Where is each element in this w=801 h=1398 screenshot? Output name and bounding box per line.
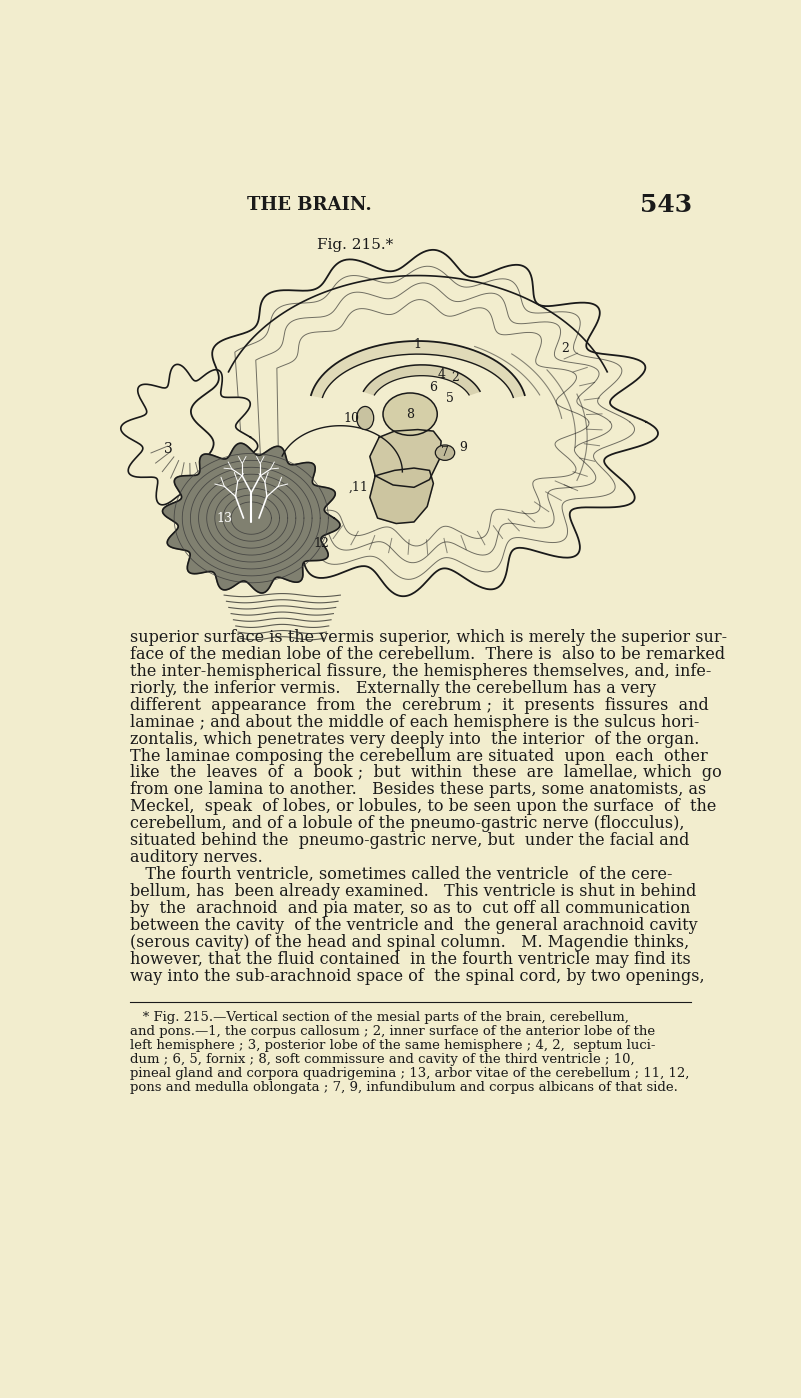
Text: superior surface is the vermis superior, which is merely the superior sur-: superior surface is the vermis superior,… [130,629,727,646]
Text: Fig. 215.*: Fig. 215.* [317,238,393,252]
Text: 10: 10 [343,411,359,425]
Polygon shape [364,365,480,394]
Text: from one lamina to another.   Besides these parts, some anatomists, as: from one lamina to another. Besides thes… [130,781,706,798]
Polygon shape [370,468,433,523]
Text: however, that the fluid contained  in the fourth ventricle may find its: however, that the fluid contained in the… [130,951,690,967]
Text: situated behind the  pneumo-gastric nerve, but  under the facial and: situated behind the pneumo-gastric nerve… [130,832,689,849]
Text: 2: 2 [451,370,459,383]
Text: 5: 5 [446,393,454,405]
Text: zontalis, which penetrates very deeply into  the interior  of the organ.: zontalis, which penetrates very deeply i… [130,731,699,748]
Ellipse shape [383,393,437,435]
Text: like  the  leaves  of  a  book ;  but  within  these  are  lamellae, which  go: like the leaves of a book ; but within t… [130,765,722,781]
Polygon shape [311,341,525,397]
Text: face of the median lobe of the cerebellum.  There is  also to be remarked: face of the median lobe of the cerebellu… [130,646,725,663]
Ellipse shape [356,407,374,429]
Text: The fourth ventricle, sometimes called the ventricle  of the cere-: The fourth ventricle, sometimes called t… [130,867,672,884]
Text: 1: 1 [414,338,422,351]
Text: 13: 13 [216,512,232,524]
Text: auditory nerves.: auditory nerves. [130,849,262,867]
Text: 3: 3 [164,442,173,456]
Text: * Fig. 215.—Vertical section of the mesial parts of the brain, cerebellum,: * Fig. 215.—Vertical section of the mesi… [130,1011,629,1025]
Text: 4: 4 [437,368,445,380]
Text: The laminae composing the cerebellum are situated  upon  each  other: The laminae composing the cerebellum are… [130,748,707,765]
Text: ,11: ,11 [348,481,368,493]
Text: and pons.—1, the corpus callosum ; 2, inner surface of the anterior lobe of the: and pons.—1, the corpus callosum ; 2, in… [130,1025,654,1039]
Polygon shape [163,443,340,593]
Text: 8: 8 [406,408,414,421]
Text: bellum, has  been already examined.   This ventricle is shut in behind: bellum, has been already examined. This … [130,884,696,900]
Text: THE BRAIN.: THE BRAIN. [247,196,372,214]
Text: 2: 2 [562,343,569,355]
Text: the inter-hemispherical fissure, the hemispheres themselves, and, infe-: the inter-hemispherical fissure, the hem… [130,663,711,679]
Ellipse shape [435,445,455,460]
Text: between the cavity  of the ventricle and  the general arachnoid cavity: between the cavity of the ventricle and … [130,917,697,934]
Text: different  appearance  from  the  cerebrum ;  it  presents  fissures  and: different appearance from the cerebrum ;… [130,696,708,714]
Text: pineal gland and corpora quadrigemina ; 13, arbor vitae of the cerebellum ; 11, : pineal gland and corpora quadrigemina ; … [130,1067,689,1079]
Text: 543: 543 [640,193,692,217]
Text: cerebellum, and of a lobule of the pneumo-gastric nerve (flocculus),: cerebellum, and of a lobule of the pneum… [130,815,684,832]
Text: Meckel,  speak  of lobes, or lobules, to be seen upon the surface  of  the: Meckel, speak of lobes, or lobules, to b… [130,798,716,815]
Polygon shape [370,429,441,488]
Text: left hemisphere ; 3, posterior lobe of the same hemisphere ; 4, 2,  septum luci-: left hemisphere ; 3, posterior lobe of t… [130,1039,655,1053]
Text: way into the sub-arachnoid space of  the spinal cord, by two openings,: way into the sub-arachnoid space of the … [130,967,704,984]
Text: 12: 12 [313,537,329,549]
Polygon shape [191,250,658,596]
Text: by  the  arachnoid  and pia mater, so as to  cut off all communication: by the arachnoid and pia mater, so as to… [130,900,690,917]
Text: 9: 9 [459,440,467,454]
Text: laminae ; and about the middle of each hemisphere is the sulcus hori-: laminae ; and about the middle of each h… [130,713,699,731]
Text: (serous cavity) of the head and spinal column.   M. Magendie thinks,: (serous cavity) of the head and spinal c… [130,934,689,951]
Polygon shape [121,365,258,510]
Text: dum ; 6, 5, fornix ; 8, soft commissure and cavity of the third ventricle ; 10,: dum ; 6, 5, fornix ; 8, soft commissure … [130,1053,634,1065]
Text: riorly, the inferior vermis.   Externally the cerebellum has a very: riorly, the inferior vermis. Externally … [130,679,656,696]
Text: pons and medulla oblongata ; 7, 9, infundibulum and corpus albicans of that side: pons and medulla oblongata ; 7, 9, infun… [130,1081,678,1093]
Text: 6: 6 [429,380,437,394]
Text: 7: 7 [441,446,449,459]
